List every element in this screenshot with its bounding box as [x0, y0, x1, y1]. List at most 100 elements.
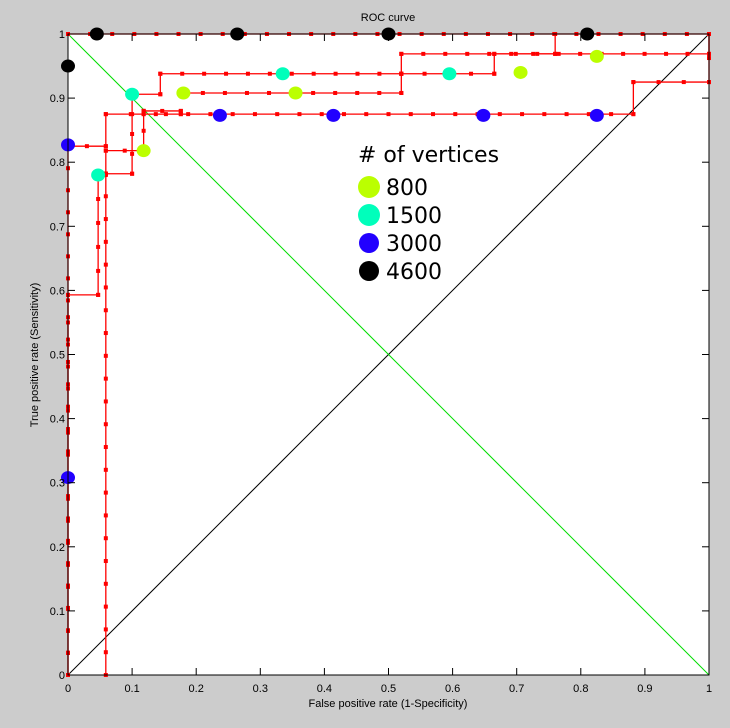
chart-title: ROC curve: [361, 12, 415, 24]
curve-vertex-marker: [103, 604, 108, 609]
curve-vertex-marker: [84, 144, 89, 149]
x-tick-label: 0.7: [509, 683, 524, 695]
curve-vertex-marker: [609, 112, 614, 117]
y-tick-label: 0.8: [50, 157, 65, 169]
reference-lines: [67, 33, 710, 676]
y-tick-label: 0.3: [50, 478, 65, 490]
curve-vertex-marker: [103, 285, 108, 290]
curve-vertex-marker: [556, 51, 561, 56]
curve-vertex-marker: [103, 650, 108, 655]
y-tick-label: 0.1: [50, 606, 65, 618]
curve-vertex-marker: [103, 308, 108, 313]
legend-swatch-icon: [358, 176, 380, 198]
x-tick-label: 0.1: [124, 683, 139, 695]
legend-label: 3000: [386, 232, 442, 257]
y-axis-label: True positive rate (Sensitivity): [29, 283, 41, 427]
legend-entry-3000: 3000: [359, 232, 442, 257]
x-axis-label: False positive rate (1-Specificity): [309, 698, 468, 710]
y-tick-label: 0.4: [50, 414, 65, 426]
marker-800: [288, 86, 303, 100]
curve-vertex-marker: [542, 112, 547, 117]
x-tick-label: 0.8: [573, 683, 588, 695]
curve-vertex-marker: [208, 112, 213, 117]
curve-vertex-marker: [355, 71, 360, 76]
curve-vertex-marker: [178, 112, 183, 117]
legend-entry-4600: 4600: [359, 260, 442, 285]
curve-vertex-marker: [153, 112, 158, 117]
curve-vertex-marker: [178, 108, 183, 113]
curve-vertex-marker: [513, 51, 518, 56]
curve-vertex-marker: [341, 112, 346, 117]
marker-800: [513, 65, 528, 79]
legend-swatch-icon: [359, 233, 379, 253]
marker-1500: [442, 67, 457, 81]
curve-vertex-marker: [130, 131, 135, 136]
curve-vertex-marker: [186, 112, 191, 117]
legend-label: 1500: [386, 204, 442, 229]
curve-vertex-marker: [443, 51, 448, 56]
legend: # of vertices 800 1500 3000 4600: [358, 143, 499, 285]
curve-vertex-marker: [656, 80, 661, 85]
curve-vertex-marker: [230, 112, 235, 117]
curve-vertex-marker: [311, 90, 316, 95]
curve-vertex-marker: [180, 71, 185, 76]
legend-entry-800: 800: [358, 176, 428, 201]
curve-vertex-marker: [103, 262, 108, 267]
curve-vertex-marker: [103, 536, 108, 541]
curve-vertex-marker: [244, 90, 249, 95]
curve-vertex-marker: [103, 467, 108, 472]
curve-vertex-marker: [520, 112, 525, 117]
curve-vertex-marker: [252, 112, 257, 117]
curve-vertex-marker: [130, 171, 135, 176]
roc-curve-line: [105, 34, 556, 176]
curve-vertex-marker: [96, 268, 101, 273]
curve-vertex-marker: [422, 71, 427, 76]
curve-vertex-marker: [103, 513, 108, 518]
curve-vertex-marker: [103, 217, 108, 222]
curve-vertex-marker: [103, 353, 108, 358]
x-tick-label: 0.4: [317, 683, 332, 695]
curve-vertex-marker: [421, 51, 426, 56]
curve-vertex-marker: [564, 112, 569, 117]
curve-vertex-marker: [289, 71, 294, 76]
curve-vertex-marker: [408, 112, 413, 117]
curve-vertex-marker: [141, 108, 146, 113]
marker-800: [136, 144, 151, 158]
curve-vertex-marker: [96, 244, 101, 249]
curve-vertex-marker: [535, 51, 540, 56]
curve-vertex-marker: [160, 108, 165, 113]
curve-vertex-marker: [122, 148, 127, 153]
curve-vertex-marker: [103, 376, 108, 381]
curve-vertex-marker: [96, 292, 101, 297]
curve-vertex-marker: [377, 90, 382, 95]
curve-vertex-marker: [465, 51, 470, 56]
curve-vertex-marker: [487, 51, 492, 56]
curve-vertex-marker: [685, 51, 690, 56]
x-tick-label: 0: [65, 683, 71, 695]
curve-vertex-marker: [578, 51, 583, 56]
curve-vertex-marker: [103, 559, 108, 564]
curve-vertex-marker: [333, 71, 338, 76]
marker-1500: [125, 87, 140, 101]
legend-entry-1500: 1500: [358, 204, 442, 229]
curve-vertex-marker: [103, 422, 108, 427]
curve-vertex-marker: [96, 196, 101, 201]
curve-vertex-marker: [224, 71, 229, 76]
legend-swatch-icon: [359, 261, 379, 281]
curve-vertex-marker: [497, 112, 502, 117]
curve-vertex-marker: [103, 148, 108, 153]
y-tick-label: 0.2: [50, 542, 65, 554]
curve-vertex-marker: [621, 51, 626, 56]
curve-vertex-marker: [130, 112, 135, 117]
y-tick-label: 1: [59, 29, 65, 41]
curve-vertex-marker: [377, 71, 382, 76]
curve-vertex-marker: [364, 112, 369, 117]
curve-vertex-marker: [103, 581, 108, 586]
curve-vertex-marker: [130, 151, 135, 156]
curve-vertex-marker: [200, 90, 205, 95]
y-tick-label: 0.7: [50, 221, 65, 233]
x-tick-label: 0.3: [253, 683, 268, 695]
curve-vertex-marker: [453, 112, 458, 117]
curve-vertex-marker: [681, 80, 686, 85]
